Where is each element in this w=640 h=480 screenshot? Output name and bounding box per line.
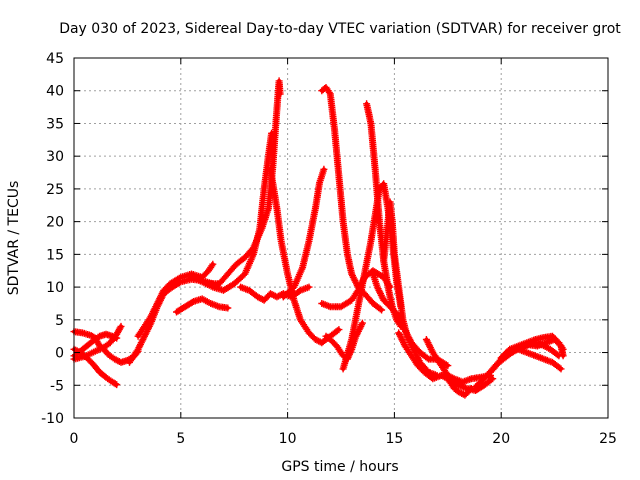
- plot-frame: [73, 57, 609, 419]
- data-series-arc-04: [70, 322, 125, 363]
- series-markers: [267, 165, 343, 347]
- data-series-arc-22: [437, 372, 494, 386]
- x-tick-label: 5: [176, 431, 185, 447]
- x-axis-label: GPS time / hours: [281, 459, 398, 475]
- series-markers: [380, 198, 441, 379]
- series-markers: [508, 336, 567, 360]
- y-axis-label: SDTVAR / TECUs: [6, 181, 22, 296]
- data-series-arc-26: [508, 336, 567, 360]
- data-series-arc-06: [134, 260, 217, 340]
- data-series-arc-19: [380, 198, 441, 379]
- y-tick-label: 25: [46, 182, 64, 198]
- data-series-arc-09: [205, 77, 284, 288]
- y-tick-label: 20: [46, 215, 64, 231]
- y-tick-label: 10: [46, 280, 64, 296]
- series-markers: [318, 267, 394, 311]
- data-series-arc-12: [279, 165, 328, 301]
- y-tick-label: -10: [41, 411, 64, 427]
- x-tick-label: 20: [492, 431, 510, 447]
- y-tick-label: 35: [46, 116, 64, 132]
- x-tick-label: 0: [70, 431, 79, 447]
- data-series: [70, 77, 567, 399]
- y-tick-label: 15: [46, 247, 64, 263]
- series-markers: [279, 165, 328, 301]
- y-tick-label: 30: [46, 149, 64, 165]
- y-tick-label: -5: [50, 378, 64, 394]
- series-markers: [422, 336, 497, 394]
- series-markers: [173, 295, 232, 316]
- data-series-arc-14: [318, 267, 394, 311]
- data-series-arc-21: [422, 336, 497, 394]
- y-tick-label: 0: [55, 346, 64, 362]
- grid: [74, 58, 608, 418]
- x-tick-label: 25: [599, 431, 617, 447]
- y-tick-label: 5: [55, 313, 64, 329]
- series-markers: [318, 84, 386, 314]
- series-markers: [134, 260, 217, 340]
- x-tick-label: 10: [279, 431, 297, 447]
- x-tick-label: 15: [385, 431, 403, 447]
- data-series-arc-13: [318, 84, 386, 314]
- y-tick-label: 40: [46, 84, 64, 100]
- y-tick-label: 45: [46, 51, 64, 67]
- axis-ticks: 0 5 10 15 20 25 -10 -5 0 5 10 15 20 25 30 35 40 45: [41, 51, 617, 447]
- chart-title: Day 030 of 2023, Sidereal Day-to-day VTE…: [59, 21, 621, 37]
- data-series-arc-07: [173, 295, 232, 316]
- data-series-arc-11: [267, 165, 343, 347]
